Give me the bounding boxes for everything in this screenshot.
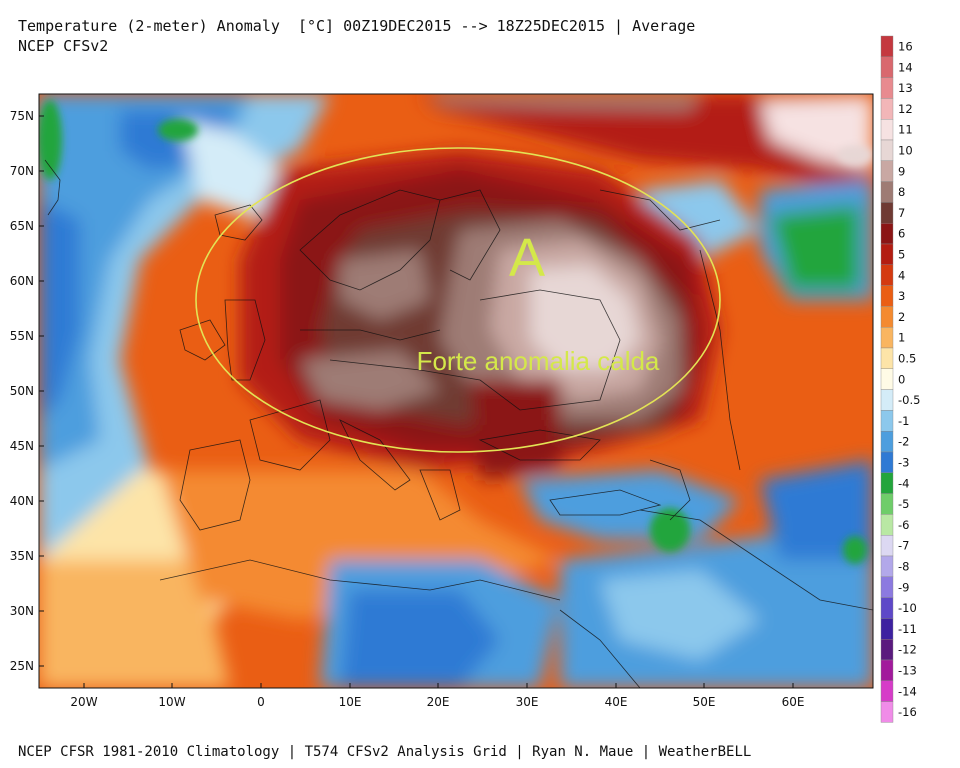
colorbar-swatch bbox=[880, 202, 894, 224]
colorbar-label: 11 bbox=[898, 123, 913, 137]
annotation-text: Forte anomalia calda bbox=[417, 346, 660, 376]
colorbar-swatch bbox=[880, 535, 894, 557]
colorbar-label: 4 bbox=[898, 268, 905, 282]
colorbar-label: 8 bbox=[898, 185, 905, 199]
colorbar-swatch bbox=[880, 139, 894, 161]
colorbar-label: -11 bbox=[898, 622, 917, 636]
colorbar-swatch bbox=[880, 160, 894, 182]
lon-label: 20E bbox=[427, 695, 450, 709]
axis-ticks bbox=[39, 115, 794, 688]
colorbar-swatch bbox=[880, 368, 894, 390]
lat-label: 75N bbox=[10, 109, 34, 123]
colorbar-label: -2 bbox=[898, 435, 909, 449]
colorbar-label: -9 bbox=[898, 580, 909, 594]
colorbar-label: -13 bbox=[898, 664, 917, 678]
lat-label: 30N bbox=[10, 604, 34, 618]
lon-label: 50E bbox=[693, 695, 716, 709]
lon-label: 10W bbox=[158, 695, 185, 709]
colorbar-swatch bbox=[880, 701, 894, 723]
colorbar-swatch bbox=[880, 347, 894, 369]
colorbar-swatch bbox=[880, 77, 894, 99]
colorbar-swatch bbox=[880, 659, 894, 681]
colorbar-swatch bbox=[880, 98, 894, 120]
colorbar-label: -12 bbox=[898, 643, 917, 657]
colorbar-swatch bbox=[880, 597, 894, 619]
colorbar-label: -0.5 bbox=[898, 393, 920, 407]
colorbar-label: 2 bbox=[898, 310, 905, 324]
colorbar-label: 5 bbox=[898, 248, 905, 262]
lat-label: 35N bbox=[10, 549, 34, 563]
colorbar-swatch bbox=[880, 389, 894, 411]
colorbar-swatch bbox=[880, 618, 894, 640]
colorbar-label: 3 bbox=[898, 289, 905, 303]
lat-label: 40N bbox=[10, 494, 34, 508]
lat-label: 60N bbox=[10, 274, 34, 288]
colorbar: 16 14 13 12 11 10 9 8 7 6 5 4 3 2 1 0.5 0 -0.5 -1 -2 -3 -4 -5 -… bbox=[880, 35, 920, 723]
colorbar-swatch bbox=[880, 243, 894, 265]
colorbar-swatch bbox=[880, 639, 894, 661]
colorbar-label: -7 bbox=[898, 539, 909, 553]
colorbar-swatch bbox=[880, 306, 894, 328]
colorbar-swatch bbox=[880, 410, 894, 432]
coastlines bbox=[44, 159, 873, 688]
lon-label: 20W bbox=[70, 695, 97, 709]
colorbar-label: 7 bbox=[898, 206, 905, 220]
colorbar-swatch bbox=[880, 181, 894, 203]
lat-label: 50N bbox=[10, 384, 34, 398]
colorbar-swatch bbox=[880, 327, 894, 349]
lon-label: 60E bbox=[782, 695, 805, 709]
colorbar-swatch bbox=[880, 472, 894, 494]
colorbar-swatch bbox=[880, 451, 894, 473]
annotation-letter: A bbox=[509, 228, 545, 288]
colorbar-label: -10 bbox=[898, 601, 917, 615]
colorbar-swatch bbox=[880, 56, 894, 78]
colorbar-swatch bbox=[880, 680, 894, 702]
colorbar-swatch bbox=[880, 493, 894, 515]
colorbar-label: 9 bbox=[898, 164, 905, 178]
colorbar-label: 14 bbox=[898, 60, 913, 74]
lat-label: 70N bbox=[10, 164, 34, 178]
colorbar-swatch bbox=[880, 118, 894, 141]
colorbar-swatch bbox=[880, 576, 894, 598]
colorbar-label: -6 bbox=[898, 518, 909, 532]
lon-label: 10E bbox=[339, 695, 362, 709]
colorbar-label: -1 bbox=[898, 414, 909, 428]
colorbar-label: -4 bbox=[898, 476, 909, 490]
chart-title: Temperature (2-meter) Anomaly [°C] 00Z19… bbox=[18, 17, 696, 35]
colorbar-swatch bbox=[880, 35, 894, 57]
lon-label: 30E bbox=[516, 695, 539, 709]
colorbar-label: 1 bbox=[898, 331, 905, 345]
colorbar-label: 6 bbox=[898, 227, 905, 241]
colorbar-label: 12 bbox=[898, 102, 913, 116]
latitude-labels: 75N 70N 65N 60N 55N 50N 45N 40N 35N 30N 25N bbox=[10, 109, 34, 673]
colorbar-label: 13 bbox=[898, 81, 913, 95]
colorbar-label: 10 bbox=[898, 144, 913, 158]
colorbar-swatch bbox=[880, 431, 894, 453]
temperature-field: A Forte anomalia calda bbox=[39, 94, 873, 688]
model-name: NCEP CFSv2 bbox=[18, 37, 109, 55]
footer-credits: NCEP CFSR 1981-2010 Climatology | T574 C… bbox=[18, 744, 752, 760]
colorbar-label: 0.5 bbox=[898, 352, 916, 366]
colorbar-label: -5 bbox=[898, 497, 909, 511]
colorbar-swatch bbox=[880, 222, 894, 245]
lat-label: 65N bbox=[10, 219, 34, 233]
colorbar-swatch bbox=[880, 514, 894, 536]
lat-label: 45N bbox=[10, 439, 34, 453]
lat-label: 55N bbox=[10, 329, 34, 343]
lon-label: 0 bbox=[257, 695, 265, 709]
colorbar-swatch bbox=[880, 264, 894, 286]
longitude-labels: 20W 10W 0 10E 20E 30E 40E 50E 60E bbox=[70, 695, 804, 709]
lat-label: 25N bbox=[10, 659, 34, 673]
colorbar-label: -8 bbox=[898, 560, 909, 574]
warm-anomaly-outline bbox=[195, 147, 721, 453]
colorbar-swatch bbox=[880, 555, 894, 577]
colorbar-swatch bbox=[880, 285, 894, 307]
colorbar-label: -14 bbox=[898, 684, 917, 698]
colorbar-label: 0 bbox=[898, 372, 905, 386]
colorbar-label: 16 bbox=[898, 40, 913, 54]
lon-label: 40E bbox=[605, 695, 628, 709]
colorbar-label: -16 bbox=[898, 705, 917, 719]
colorbar-label: -3 bbox=[898, 456, 909, 470]
